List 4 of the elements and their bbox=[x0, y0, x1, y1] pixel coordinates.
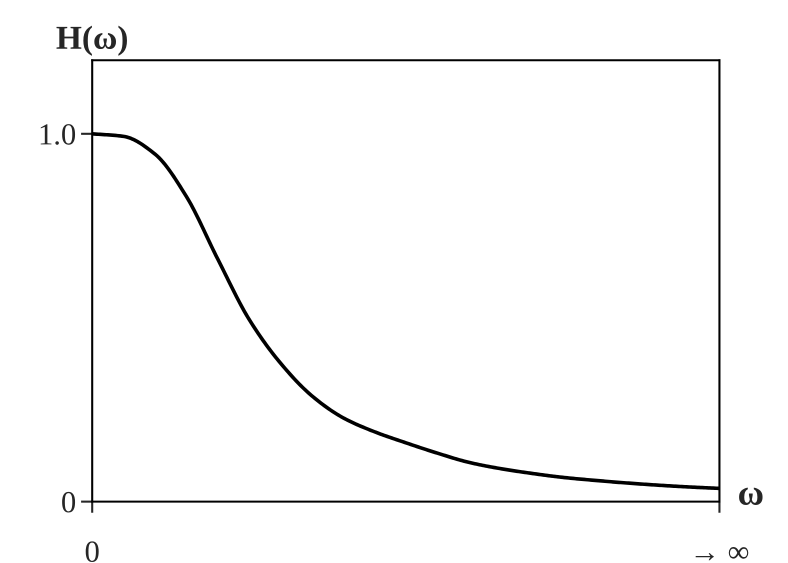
x-axis-title: ω bbox=[739, 488, 763, 505]
y-tick-label: 1.0 bbox=[40, 124, 76, 145]
x-tick-label: → ∞ bbox=[696, 547, 748, 560]
y-axis-title: H(ω) bbox=[56, 26, 127, 56]
